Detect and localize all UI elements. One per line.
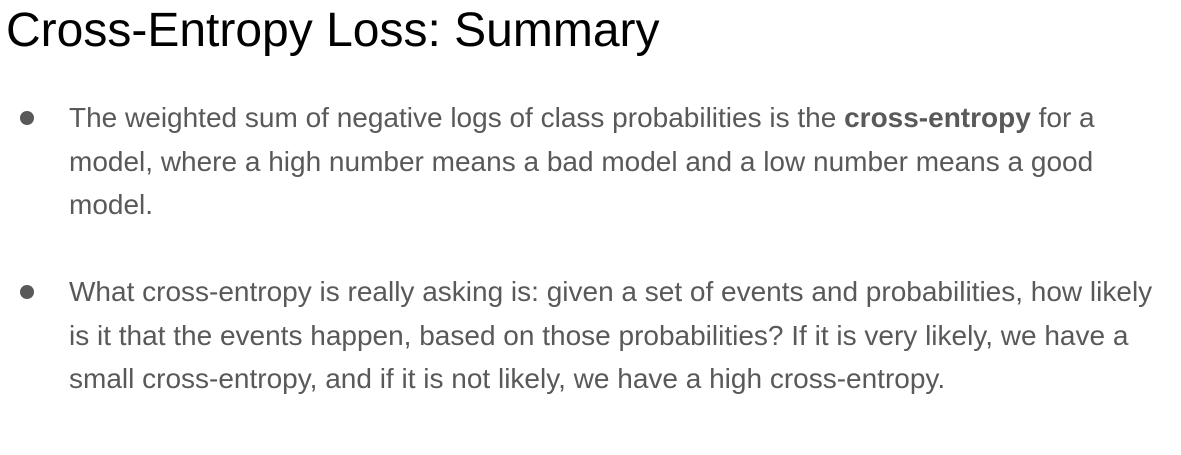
bullet-text-after: for a model, where a high number means a…: [69, 102, 1095, 220]
bullet-list: The weighted sum of negative logs of cla…: [0, 96, 1181, 401]
bullet-text: What cross-entropy is really asking is: …: [69, 276, 1153, 394]
bullet-dot-icon: [20, 285, 34, 299]
page-title: Cross-Entropy Loss: Summary: [6, 4, 660, 57]
bullet-item-cross-entropy-definition: The weighted sum of negative logs of cla…: [0, 96, 1181, 227]
bullet-bold-term: cross-entropy: [844, 102, 1031, 133]
bullet-text-before: The weighted sum of negative logs of cla…: [69, 102, 845, 133]
bullet-item-cross-entropy-meaning: What cross-entropy is really asking is: …: [0, 270, 1181, 401]
bullet-dot-icon: [20, 111, 34, 125]
